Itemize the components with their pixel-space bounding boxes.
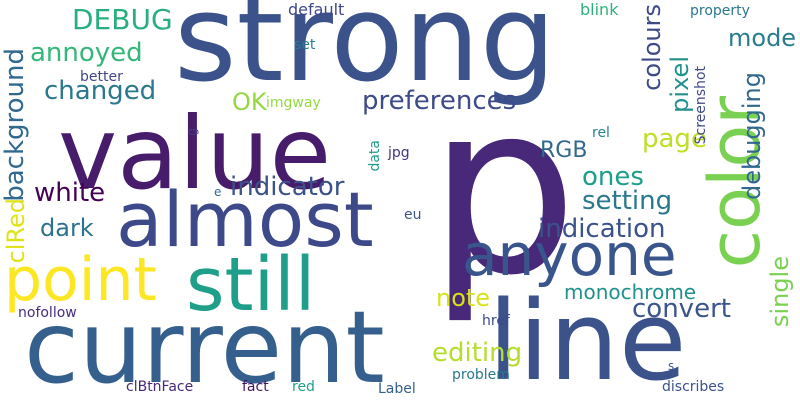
word-data: data <box>367 140 383 172</box>
word-strong: strong <box>174 0 556 109</box>
word-g: g <box>185 128 199 136</box>
word-clBtnFace: clBtnFace <box>126 379 194 395</box>
word-page: page <box>642 124 707 154</box>
word-s: s <box>668 359 675 373</box>
word-red: red <box>292 379 315 395</box>
word-single: single <box>766 256 794 328</box>
word-setting: setting <box>582 186 673 216</box>
word-annoyed: annoyed <box>30 38 143 68</box>
word-colours: colours <box>638 4 666 91</box>
word-discribes: discribes <box>662 379 725 395</box>
word-property: property <box>690 3 750 19</box>
word-still: still <box>186 242 316 328</box>
word-anyone: anyone <box>462 221 677 289</box>
word-pixel: pixel <box>666 56 694 113</box>
word-current: current <box>24 289 385 400</box>
word-imgway: imgway <box>266 95 321 111</box>
word-default: default <box>288 0 345 19</box>
word-rel: rel <box>592 125 610 141</box>
word-point: point <box>4 245 158 315</box>
word-dark: dark <box>40 214 94 242</box>
word-mode: mode <box>728 24 797 52</box>
word-white: white <box>34 178 106 208</box>
word-almost: almost <box>116 175 374 264</box>
word-better: better <box>80 69 123 85</box>
word-preferences: preferences <box>362 86 517 116</box>
word-convert: convert <box>632 294 731 324</box>
word-indicator: indicator <box>230 172 345 202</box>
word-e: e <box>214 185 222 199</box>
word-editing: editing <box>432 338 523 368</box>
word-debugging: debugging <box>738 72 766 201</box>
word-p: p <box>428 52 578 327</box>
word-value: value <box>58 95 332 212</box>
word-Label: Label <box>378 381 416 397</box>
word-background: background <box>0 48 30 202</box>
word-href: href <box>482 313 510 329</box>
word-Screenshot: Screenshot <box>693 66 709 145</box>
word-set: set <box>294 37 316 53</box>
word-ones: ones <box>582 162 644 192</box>
word-clRed: clRed <box>2 198 30 264</box>
word-jpg: jpg <box>388 145 410 161</box>
word-line: line <box>488 277 687 400</box>
word-eu: eu <box>404 207 422 223</box>
word-fact: fact <box>242 379 269 395</box>
word-monochrome: monochrome <box>564 280 697 304</box>
word-indication: indication <box>538 214 666 244</box>
word-DEBUG: DEBUG <box>72 3 173 36</box>
word-blink: blink <box>580 0 619 19</box>
word-changed: changed <box>44 76 157 106</box>
word-nofollow: nofollow <box>18 305 77 321</box>
word-RGB: RGB <box>540 138 588 163</box>
word-problem: problem <box>452 367 510 383</box>
word-OK: OK <box>232 88 267 116</box>
word-note: note <box>436 284 491 312</box>
